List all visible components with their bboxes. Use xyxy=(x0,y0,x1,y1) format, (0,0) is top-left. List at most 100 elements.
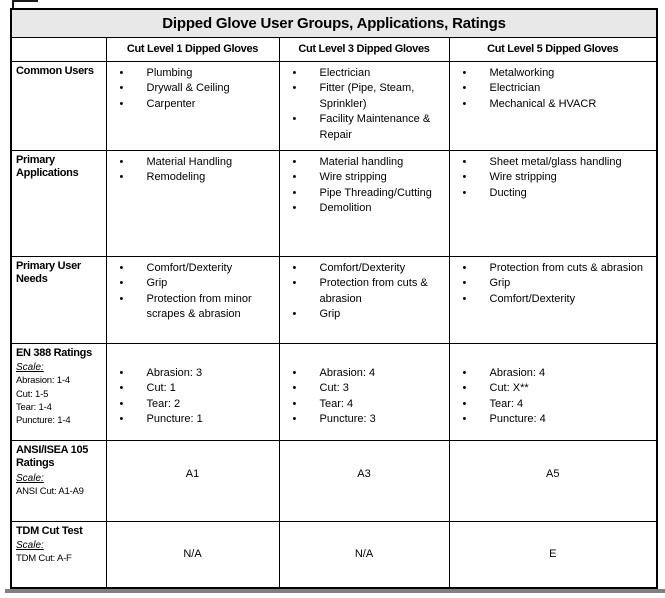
bullet-list: • Protection from cuts & abrasion • Grip •… xyxy=(450,257,657,308)
table-row-primary-user-needs: Primary User Needs • Comfort/Dexterity • G… xyxy=(10,255,658,344)
row-label-en388-ratings: EN 388 Ratings Scale: Abrasion: 1-4 Cut:… xyxy=(10,342,107,441)
scale-line: Cut: 1-5 xyxy=(16,388,49,400)
row-label-text: TDM Cut Test xyxy=(16,524,83,537)
cell-primary-user-needs-cl3: • Comfort/Dexterity • Protection from cuts… xyxy=(278,255,450,344)
list-item: • Demolition xyxy=(280,201,449,217)
bullet-icon: • xyxy=(292,202,297,215)
bullet-icon: • xyxy=(292,66,297,79)
cell-en388-cl5: • Abrasion: 4 • Cut: X** • Tear: 4 • Punctur… xyxy=(448,342,658,441)
bullet-list: • Abrasion: 4 • Cut: 3 • Tear: 4 • Puncture:… xyxy=(280,344,449,428)
bullet-icon: • xyxy=(462,261,467,274)
bullet-list: • Sheet metal/glass handling • Wire stripp… xyxy=(450,151,657,202)
bullet-icon: • xyxy=(119,366,124,379)
bullet-list: • Material Handling • Remodeling xyxy=(107,151,279,186)
row-label-primary-applications: Primary Applications xyxy=(10,149,107,257)
list-item: • Cut: 1 xyxy=(107,381,279,397)
bullet-icon: • xyxy=(292,155,297,168)
bullet-icon: • xyxy=(462,82,467,95)
bullet-icon: • xyxy=(292,382,297,395)
cell-primary-user-needs-cl5: • Protection from cuts & abrasion • Grip •… xyxy=(448,255,658,344)
list-item: • Tear: 4 xyxy=(450,397,657,413)
bullet-icon: • xyxy=(119,155,124,168)
list-item: • Electrician xyxy=(280,66,449,82)
list-item: • Fitter (Pipe, Steam, Sprinkler) xyxy=(280,81,449,112)
list-item: • Abrasion: 4 xyxy=(280,366,449,382)
bullet-icon: • xyxy=(462,155,467,168)
bullet-icon: • xyxy=(462,292,467,305)
list-item: • Mechanical & HVACR xyxy=(450,97,657,113)
list-item: • Protection from cuts & abrasion xyxy=(450,261,657,277)
corner-header-cell xyxy=(10,36,107,62)
scale-label: Scale: xyxy=(16,473,44,484)
cell-ansi-cl1: A1 xyxy=(105,439,280,522)
cell-tdm-cl5: E xyxy=(448,520,658,589)
row-label-ansi-isea-ratings: ANSI/ISEA 105 Ratings Scale: ANSI Cut: A… xyxy=(10,439,107,522)
bullet-icon: • xyxy=(119,397,124,410)
list-item: • Tear: 4 xyxy=(280,397,449,413)
table-bottom-shadow xyxy=(5,589,665,593)
row-label-text: Common Users xyxy=(16,64,94,77)
cell-common-users-cl5: • Metalworking • Electrician • Mechanical &… xyxy=(448,60,658,151)
bullet-list: • Comfort/Dexterity • Protection from cuts… xyxy=(280,257,449,323)
bullet-icon: • xyxy=(292,261,297,274)
list-item: • Grip xyxy=(450,276,657,292)
list-item: • Comfort/Dexterity xyxy=(280,261,449,277)
bullet-icon: • xyxy=(119,82,124,95)
crop-artifact-line-horizontal xyxy=(12,0,38,2)
cell-tdm-cl1: N/A xyxy=(105,520,280,589)
scale-label: Scale: xyxy=(16,362,44,374)
row-label-primary-user-needs: Primary User Needs xyxy=(10,255,107,344)
row-label-text: Primary User Needs xyxy=(16,259,81,286)
bullet-icon: • xyxy=(292,308,297,321)
cell-common-users-cl3: • Electrician • Fitter (Pipe, Steam, Sprin… xyxy=(278,60,450,151)
table-row-primary-applications: Primary Applications • Material Handling … xyxy=(10,149,658,257)
row-label-text: ANSI/ISEA 105 Ratings xyxy=(16,443,89,470)
glove-ratings-table: Dipped Glove User Groups, Applications, … xyxy=(10,8,658,589)
bullet-icon: • xyxy=(462,97,467,110)
scale-line: Puncture: 1-4 xyxy=(16,415,71,427)
list-item: • Metalworking xyxy=(450,66,657,82)
row-label-tdm-cut-test: TDM Cut Test Scale: TDM Cut: A-F xyxy=(10,520,107,589)
list-item: • Protection from cuts & abrasion xyxy=(280,276,449,307)
list-item: • Sheet metal/glass handling xyxy=(450,155,657,171)
bullet-icon: • xyxy=(292,171,297,184)
column-header-cut-level-5: Cut Level 5 Dipped Gloves xyxy=(448,36,658,62)
table-title: Dipped Glove User Groups, Applications, … xyxy=(10,8,658,38)
bullet-icon: • xyxy=(119,261,124,274)
list-item: • Puncture: 4 xyxy=(450,412,657,428)
column-header-row: Cut Level 1 Dipped Gloves Cut Level 3 Di… xyxy=(10,36,658,62)
bullet-icon: • xyxy=(462,277,467,290)
cell-ansi-cl3: A3 xyxy=(278,439,450,522)
list-item: • Cut: X** xyxy=(450,381,657,397)
list-item: • Remodeling xyxy=(107,170,279,186)
bullet-icon: • xyxy=(462,186,467,199)
bullet-icon: • xyxy=(292,82,297,95)
bullet-list: • Plumbing • Drywall & Ceiling • Carpenter xyxy=(107,62,279,113)
bullet-icon: • xyxy=(292,413,297,426)
cell-ansi-cl5: A5 xyxy=(448,439,658,522)
bullet-list: • Material handling • Wire stripping • Pipe… xyxy=(280,151,449,217)
list-item: • Tear: 2 xyxy=(107,397,279,413)
scale-line: Abrasion: 1-4 xyxy=(16,375,70,387)
list-item: • Protection from minor scrapes & abrasio… xyxy=(107,292,279,323)
table-row-common-users: Common Users • Plumbing • Drywall & Ceilin… xyxy=(10,60,658,151)
bullet-icon: • xyxy=(292,113,297,126)
list-item: • Puncture: 3 xyxy=(280,412,449,428)
list-item: • Wire stripping xyxy=(280,170,449,186)
bullet-icon: • xyxy=(292,366,297,379)
list-item: • Electrician xyxy=(450,81,657,97)
bullet-icon: • xyxy=(462,171,467,184)
crop-artifact-line-vertical xyxy=(12,0,14,9)
list-item: • Comfort/Dexterity xyxy=(450,292,657,308)
row-label-text: Primary Applications xyxy=(16,153,79,180)
list-item: • Facility Maintenance & Repair xyxy=(280,112,449,143)
column-header-cut-level-1: Cut Level 1 Dipped Gloves xyxy=(105,36,280,62)
bullet-icon: • xyxy=(462,397,467,410)
bullet-icon: • xyxy=(119,277,124,290)
list-item: • Plumbing xyxy=(107,66,279,82)
table-row-en388-ratings: EN 388 Ratings Scale: Abrasion: 1-4 Cut:… xyxy=(10,342,658,441)
bullet-icon: • xyxy=(119,292,124,305)
bullet-icon: • xyxy=(462,413,467,426)
cell-primary-applications-cl5: • Sheet metal/glass handling • Wire stripp… xyxy=(448,149,658,257)
list-item: • Abrasion: 4 xyxy=(450,366,657,382)
